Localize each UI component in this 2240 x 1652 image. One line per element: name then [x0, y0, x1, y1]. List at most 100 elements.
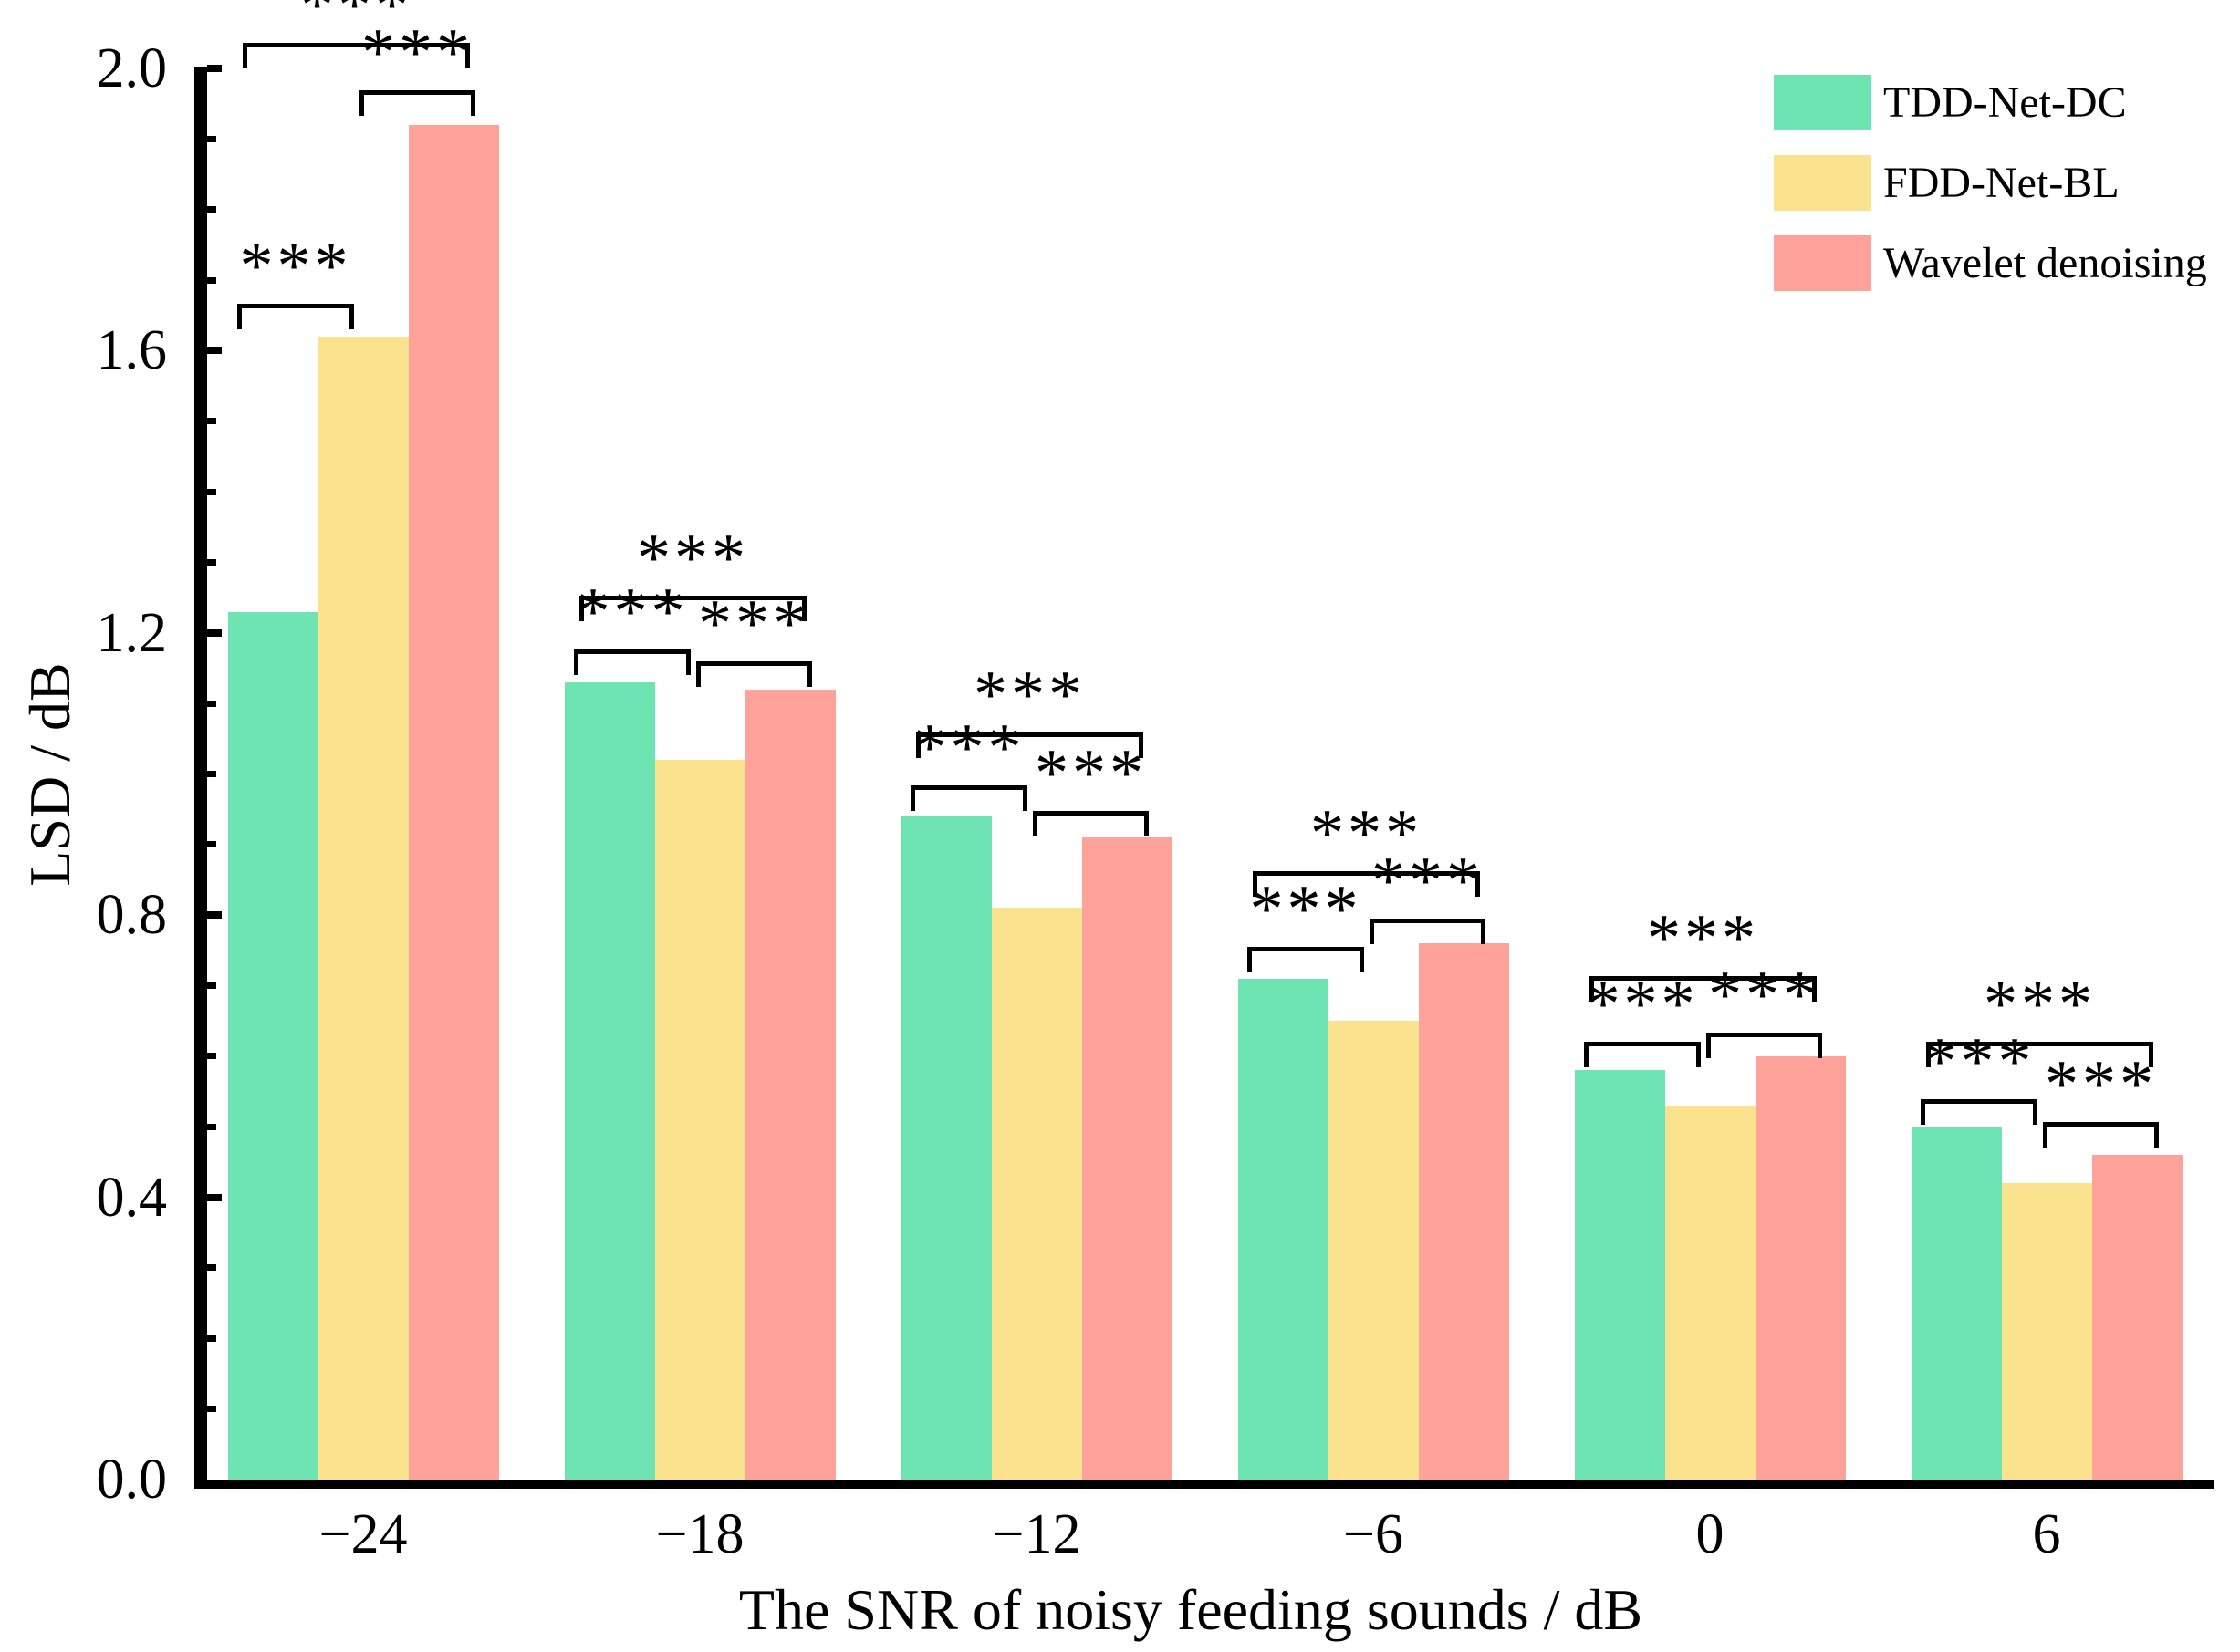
bar-fdd-net-bl-6 [2001, 1183, 2092, 1480]
y-minor-tick [207, 1053, 216, 1060]
y-axis-spine [194, 67, 207, 1489]
legend-item-tdd-net-dc: TDD-Net-DC [1774, 75, 2207, 130]
significance-bracket [359, 89, 475, 116]
bar-tdd-net-dc-12 [901, 816, 992, 1480]
significance-bracket [1253, 871, 1480, 898]
significance-label: *** [1922, 1024, 2036, 1100]
x-tick-label: 0 [1695, 1503, 1724, 1565]
significance-bracket [1033, 810, 1149, 836]
significance-label: *** [637, 520, 749, 596]
bar-tdd-net-dc-0 [1574, 1070, 1665, 1480]
significance-label: *** [1984, 966, 2096, 1042]
y-minor-tick [207, 771, 216, 777]
bar-wavelet-denoising-6 [1418, 943, 1509, 1480]
y-axis-label: LSD / dB [17, 662, 82, 887]
significance-label: *** [300, 0, 412, 44]
bar-fdd-net-bl-0 [1664, 1106, 1756, 1480]
bar-fdd-net-bl-6 [1328, 1021, 1419, 1480]
significance-label: *** [974, 657, 1086, 732]
y-minor-tick [207, 841, 216, 848]
significance-label: *** [2045, 1046, 2157, 1122]
legend-color-swatch-icon [1774, 235, 1871, 291]
significance-bracket [1706, 1033, 1822, 1059]
y-minor-tick [207, 558, 216, 566]
x-tick-label: 6 [2032, 1503, 2061, 1565]
y-minor-tick [207, 1335, 216, 1342]
y-tick-label: 1.2 [96, 601, 168, 664]
significance-bracket [574, 649, 691, 676]
y-tick-label: 0.8 [96, 884, 168, 947]
significance-bracket [243, 43, 470, 69]
y-tick-label: 0.4 [96, 1166, 168, 1229]
significance-bracket [1926, 1041, 2153, 1067]
bar-fdd-net-bl-18 [654, 760, 745, 1480]
y-minor-tick [207, 206, 216, 213]
x-tick-label: −12 [992, 1503, 1081, 1565]
y-major-tick [207, 629, 222, 637]
significance-bracket [696, 660, 812, 687]
bar-fdd-net-bl-12 [991, 908, 1082, 1480]
x-axis-label: The SNR of noisy feeding sounds / dB [738, 1577, 1643, 1642]
y-minor-tick [207, 1264, 216, 1272]
significance-bracket [1584, 1041, 1701, 1067]
significance-label: *** [239, 229, 352, 305]
x-tick-label: −6 [1343, 1503, 1403, 1565]
y-minor-tick [207, 418, 216, 425]
legend: TDD-Net-DC FDD-Net-BL Wavelet denoising [1774, 75, 2207, 316]
y-minor-tick [207, 982, 216, 990]
x-axis-spine [194, 1480, 2214, 1489]
y-major-tick [207, 1193, 222, 1201]
y-minor-tick [207, 1406, 216, 1413]
significance-label: *** [1371, 844, 1484, 920]
significance-bracket [1589, 975, 1817, 1002]
legend-item-fdd-net-bl: FDD-Net-BL [1774, 155, 2207, 211]
significance-label: *** [698, 586, 810, 661]
bar-tdd-net-dc-24 [227, 611, 318, 1480]
bar-tdd-net-dc-6 [1237, 978, 1328, 1480]
legend-color-swatch-icon [1774, 155, 1871, 211]
significance-bracket [911, 784, 1027, 811]
significance-label: *** [1310, 796, 1422, 872]
y-minor-tick [207, 1123, 216, 1130]
bar-wavelet-denoising-0 [1755, 1055, 1846, 1480]
significance-label: *** [1035, 735, 1147, 811]
legend-item-wavelet-denoising: Wavelet denoising [1774, 235, 2207, 291]
bar-wavelet-denoising-12 [1081, 837, 1172, 1480]
significance-bracket [579, 595, 807, 621]
y-major-tick [207, 347, 222, 355]
y-tick-label: 2.0 [96, 37, 168, 99]
legend-label: TDD-Net-DC [1883, 78, 2127, 127]
bar-wavelet-denoising-18 [745, 689, 836, 1480]
y-minor-tick [207, 488, 216, 495]
legend-label: Wavelet denoising [1883, 239, 2207, 287]
significance-label: *** [576, 575, 689, 650]
significance-bracket [1921, 1099, 2037, 1126]
bar-wavelet-denoising-24 [408, 124, 499, 1480]
significance-bracket [916, 732, 1143, 758]
significance-label: *** [1586, 966, 1699, 1042]
legend-color-swatch-icon [1774, 75, 1871, 130]
significance-label: *** [1708, 958, 1820, 1034]
significance-label: *** [1647, 900, 1759, 976]
significance-bracket [237, 304, 354, 330]
y-minor-tick [207, 135, 216, 142]
significance-label: *** [912, 710, 1026, 785]
bar-tdd-net-dc-6 [1911, 1127, 2002, 1480]
bar-wavelet-denoising-6 [2091, 1155, 2183, 1480]
significance-label: *** [1249, 872, 1362, 947]
x-tick-label: −18 [655, 1503, 745, 1565]
y-tick-label: 0.0 [96, 1449, 168, 1511]
y-minor-tick [207, 276, 216, 284]
x-tick-label: −24 [318, 1503, 408, 1565]
significance-bracket [1370, 919, 1485, 945]
y-major-tick [207, 911, 222, 920]
significance-bracket [2043, 1121, 2159, 1148]
bar-tdd-net-dc-18 [564, 681, 655, 1480]
bar-fdd-net-bl-24 [318, 336, 409, 1480]
significance-label: *** [361, 15, 474, 90]
legend-label: FDD-Net-BL [1883, 159, 2120, 207]
significance-bracket [1247, 947, 1364, 972]
y-tick-label: 1.6 [96, 319, 168, 382]
y-minor-tick [207, 700, 216, 707]
